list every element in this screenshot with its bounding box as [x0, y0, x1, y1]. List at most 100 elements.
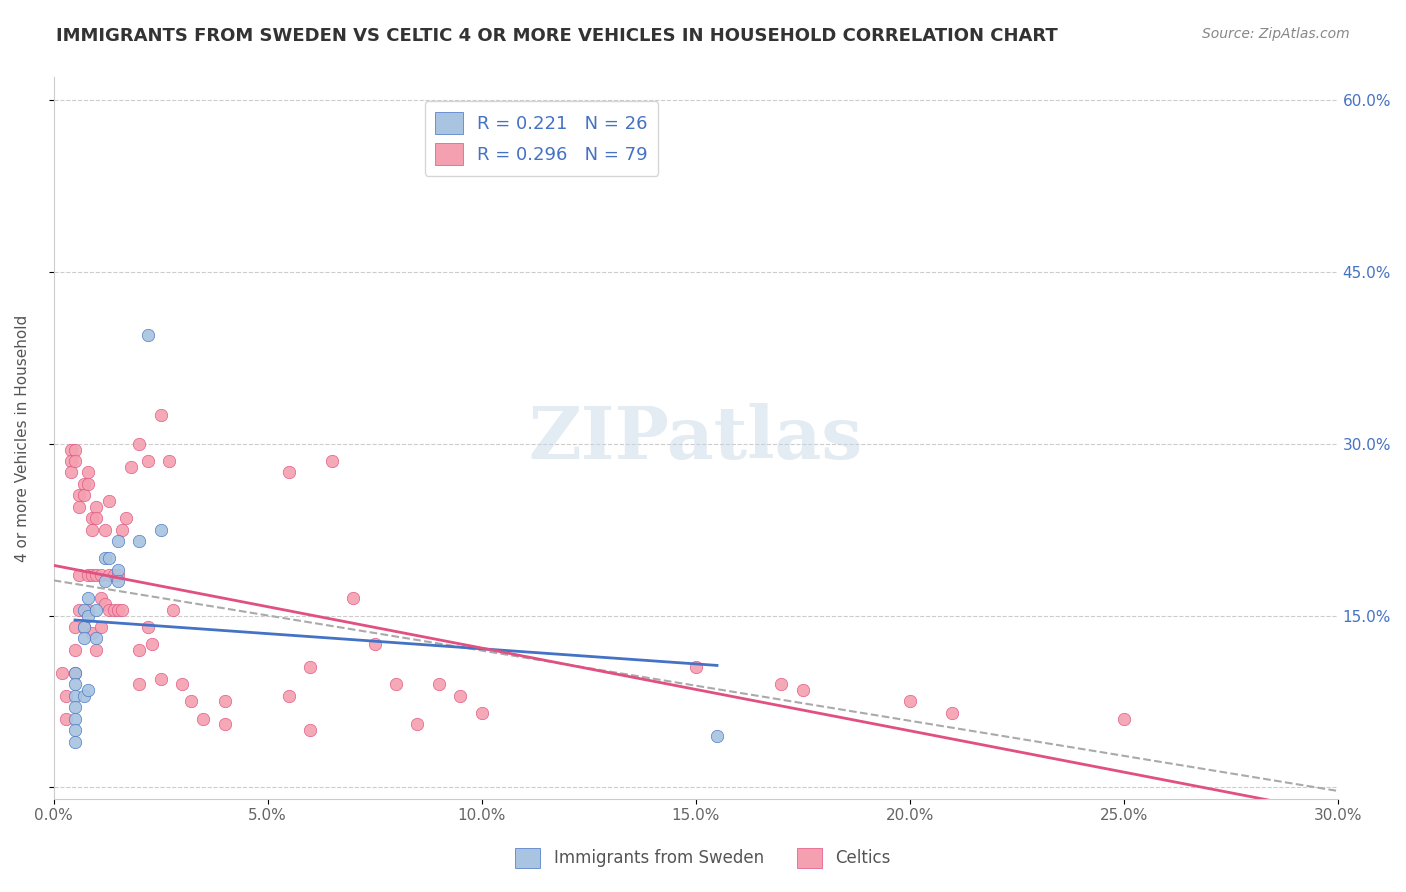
Point: [770, 677, 793, 691]
Text: IMMIGRANTS FROM SWEDEN VS CELTIC 4 OR MORE VEHICLES IN HOUSEHOLD CORRELATION CHA: IMMIGRANTS FROM SWEDEN VS CELTIC 4 OR MO…: [56, 27, 1057, 45]
Point: [67, 500, 90, 514]
Point: [72, 488, 94, 502]
Point: [94, 523, 117, 537]
Point: [55, 712, 77, 726]
Point: [136, 620, 159, 634]
Point: [59, 442, 82, 457]
Point: [128, 437, 150, 451]
Point: [136, 328, 159, 343]
Point: [76, 683, 98, 698]
Point: [67, 603, 90, 617]
Point: [193, 712, 215, 726]
Point: [107, 603, 129, 617]
Legend: Immigrants from Sweden, Celtics: Immigrants from Sweden, Celtics: [509, 841, 897, 875]
Point: [321, 454, 343, 468]
Point: [63, 454, 86, 468]
Point: [76, 466, 98, 480]
Point: [180, 694, 202, 708]
Point: [76, 603, 98, 617]
Point: [385, 677, 408, 691]
Point: [82, 568, 104, 582]
Point: [111, 603, 134, 617]
Point: [86, 500, 108, 514]
Point: [72, 603, 94, 617]
Point: [72, 620, 94, 634]
Point: [59, 466, 82, 480]
Point: [128, 677, 150, 691]
Point: [76, 591, 98, 606]
Point: [941, 706, 963, 720]
Point: [1112, 712, 1135, 726]
Point: [63, 665, 86, 680]
Point: [63, 712, 86, 726]
Point: [90, 591, 112, 606]
Point: [82, 625, 104, 640]
Point: [76, 608, 98, 623]
Point: [299, 660, 322, 674]
Point: [214, 694, 236, 708]
Point: [107, 568, 129, 582]
Point: [90, 620, 112, 634]
Point: [63, 665, 86, 680]
Point: [63, 723, 86, 737]
Point: [86, 632, 108, 646]
Point: [63, 677, 86, 691]
Point: [149, 672, 172, 686]
Point: [107, 534, 129, 549]
Point: [72, 620, 94, 634]
Point: [111, 523, 134, 537]
Text: Source: ZipAtlas.com: Source: ZipAtlas.com: [1202, 27, 1350, 41]
Point: [898, 694, 921, 708]
Point: [471, 706, 494, 720]
Point: [67, 568, 90, 582]
Point: [141, 637, 163, 651]
Point: [136, 454, 159, 468]
Point: [149, 523, 172, 537]
Point: [128, 643, 150, 657]
Point: [170, 677, 193, 691]
Point: [94, 574, 117, 589]
Point: [103, 568, 125, 582]
Y-axis label: 4 or more Vehicles in Household: 4 or more Vehicles in Household: [15, 315, 30, 562]
Point: [86, 603, 108, 617]
Point: [406, 717, 429, 731]
Point: [157, 454, 180, 468]
Point: [278, 689, 301, 703]
Point: [98, 551, 121, 566]
Point: [94, 597, 117, 611]
Point: [299, 723, 322, 737]
Point: [103, 603, 125, 617]
Point: [120, 459, 142, 474]
Point: [128, 534, 150, 549]
Point: [792, 683, 814, 698]
Point: [98, 494, 121, 508]
Point: [63, 700, 86, 714]
Point: [51, 665, 73, 680]
Point: [214, 717, 236, 731]
Point: [67, 488, 90, 502]
Point: [63, 643, 86, 657]
Point: [63, 620, 86, 634]
Point: [63, 689, 86, 703]
Point: [685, 660, 707, 674]
Point: [63, 442, 86, 457]
Point: [162, 603, 184, 617]
Point: [72, 689, 94, 703]
Point: [706, 729, 728, 743]
Point: [55, 689, 77, 703]
Point: [59, 454, 82, 468]
Point: [63, 734, 86, 748]
Point: [72, 632, 94, 646]
Point: [427, 677, 450, 691]
Point: [342, 591, 364, 606]
Point: [76, 476, 98, 491]
Point: [149, 408, 172, 422]
Point: [82, 523, 104, 537]
Point: [449, 689, 471, 703]
Point: [98, 603, 121, 617]
Point: [76, 568, 98, 582]
Point: [115, 511, 138, 525]
Legend: R = 0.221   N = 26, R = 0.296   N = 79: R = 0.221 N = 26, R = 0.296 N = 79: [425, 101, 658, 176]
Point: [107, 574, 129, 589]
Point: [107, 563, 129, 577]
